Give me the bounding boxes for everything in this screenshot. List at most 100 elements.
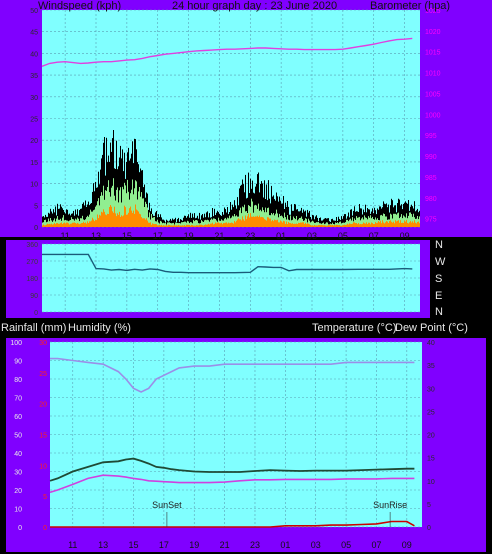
- gust-bar: [170, 218, 171, 227]
- barometer-y-tick-label: 1025: [425, 8, 441, 15]
- gust-bar: [329, 221, 330, 227]
- gust-bar: [237, 197, 238, 227]
- barometer-y-tick-label: 1010: [425, 71, 441, 78]
- minimum-bar: [127, 214, 128, 227]
- minimum-bar: [147, 220, 148, 227]
- minimum-bar: [316, 225, 317, 227]
- gust-bar: [87, 204, 88, 227]
- minimum-bar: [42, 225, 43, 227]
- average-bar: [177, 223, 178, 227]
- minimum-bar: [383, 222, 384, 227]
- minimum-bar: [192, 225, 193, 227]
- average-bar: [144, 207, 145, 227]
- average-bar: [393, 213, 394, 227]
- gust-bar: [207, 211, 208, 227]
- minimum-bar: [215, 222, 216, 227]
- gust-bar: [199, 212, 200, 227]
- average-bar: [356, 216, 357, 227]
- average-bar: [158, 222, 159, 227]
- minimum-bar: [308, 223, 309, 227]
- average-bar: [93, 210, 94, 227]
- minimum-bar: [96, 220, 97, 227]
- average-bar: [101, 192, 102, 227]
- gust-bar: [274, 199, 275, 227]
- average-bar: [88, 216, 89, 227]
- average-bar: [370, 215, 371, 227]
- minimum-bar: [47, 223, 48, 227]
- average-bar: [369, 217, 370, 227]
- gust-bar: [93, 183, 94, 227]
- average-bar: [222, 220, 223, 227]
- average-bar: [381, 214, 382, 227]
- wind-x-tick-label: 15: [122, 231, 132, 241]
- minimum-bar: [359, 224, 360, 227]
- average-bar: [317, 222, 318, 227]
- average-bar: [383, 213, 384, 227]
- minimum-bar: [418, 221, 419, 227]
- gust-bar: [392, 200, 393, 227]
- minimum-bar: [133, 210, 134, 227]
- minimum-bar: [58, 223, 59, 227]
- gust-bar: [118, 166, 119, 227]
- minimum-bar: [146, 218, 147, 227]
- average-bar: [413, 213, 414, 227]
- gust-bar: [79, 210, 80, 227]
- minimum-bar: [412, 221, 413, 227]
- minimum-bar: [408, 223, 409, 227]
- gust-bar: [216, 212, 217, 227]
- average-bar: [290, 215, 291, 227]
- gust-bar: [106, 137, 107, 227]
- gust-bar: [174, 219, 175, 227]
- average-bar: [162, 223, 163, 227]
- direction-letter-n-top: N: [435, 239, 443, 251]
- gust-bar: [115, 169, 116, 227]
- gust-bar: [416, 210, 417, 227]
- average-bar: [108, 180, 109, 227]
- average-bar: [411, 214, 412, 227]
- gust-bar: [103, 142, 104, 227]
- average-bar: [167, 222, 168, 227]
- humidity-y-tick-label: 20: [14, 488, 22, 495]
- minimum-bar: [45, 225, 46, 227]
- gust-bar: [81, 208, 82, 227]
- gust-bar: [222, 212, 223, 227]
- average-bar: [410, 212, 411, 227]
- minimum-bar: [208, 223, 209, 227]
- gust-bar: [385, 204, 386, 227]
- minimum-bar: [372, 223, 373, 227]
- minimum-bar: [95, 219, 96, 227]
- average-bar: [213, 218, 214, 227]
- gust-bar: [343, 216, 344, 227]
- average-bar: [249, 205, 250, 227]
- minimum-bar: [404, 220, 405, 227]
- gust-bar: [319, 218, 320, 227]
- minimum-bar: [289, 223, 290, 227]
- average-bar: [172, 223, 173, 227]
- gust-bar: [227, 207, 228, 227]
- minimum-bar: [327, 225, 328, 227]
- minimum-bar: [111, 206, 112, 227]
- average-bar: [148, 217, 149, 227]
- wind-y-tick-label: 35: [30, 73, 38, 80]
- minimum-bar: [379, 222, 380, 227]
- average-bar: [294, 218, 295, 227]
- minimum-bar: [226, 222, 227, 227]
- minimum-bar: [400, 220, 401, 227]
- average-bar: [136, 181, 137, 227]
- gust-bar: [61, 206, 62, 227]
- minimum-bar: [342, 225, 343, 227]
- minimum-bar: [163, 225, 164, 227]
- minimum-bar: [295, 223, 296, 227]
- minimum-bar: [194, 225, 195, 227]
- wind-x-tick-label: 13: [91, 231, 101, 241]
- minimum-bar: [347, 223, 348, 227]
- minimum-bar: [124, 205, 125, 227]
- gust-bar: [175, 217, 176, 227]
- minimum-bar: [306, 224, 307, 227]
- wind-y-tick-label: 20: [30, 138, 38, 145]
- minimum-bar: [210, 223, 211, 227]
- gust-bar: [52, 213, 53, 227]
- gust-bar: [158, 214, 159, 227]
- average-bar: [339, 221, 340, 227]
- temperature-x-tick-label: 23: [250, 540, 260, 550]
